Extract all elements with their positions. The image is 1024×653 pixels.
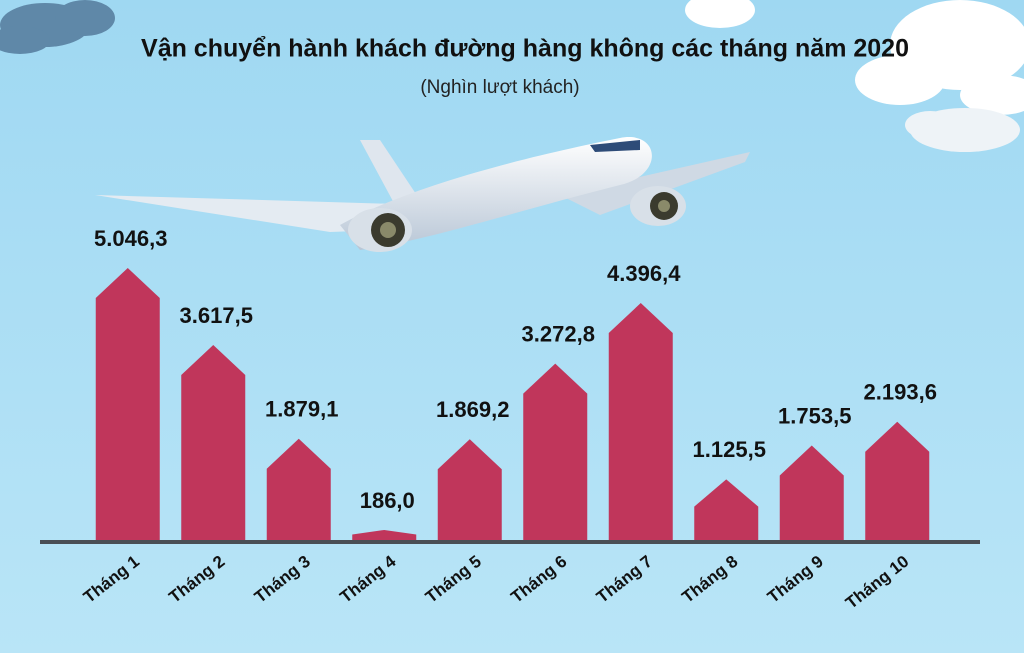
- bar: [608, 303, 673, 540]
- bar: [865, 421, 930, 540]
- bar: [437, 439, 502, 540]
- clouds: [0, 0, 1024, 152]
- value-label: 1.753,5: [778, 403, 851, 428]
- bar: [779, 445, 844, 540]
- bar: [181, 345, 246, 540]
- value-label: 3.272,8: [522, 321, 595, 346]
- value-label: 1.869,2: [436, 397, 509, 422]
- chart-subtitle: (Nghìn lượt khách): [420, 77, 579, 98]
- value-label: 186,0: [360, 488, 415, 513]
- bar: [95, 268, 160, 540]
- bar: [523, 363, 588, 540]
- airplane: [95, 137, 750, 252]
- value-label: 3.617,5: [180, 303, 253, 328]
- value-label: 1.125,5: [693, 437, 766, 462]
- bar: [352, 529, 417, 540]
- bar: [266, 438, 331, 540]
- chart-title: Vận chuyển hành khách đường hàng không c…: [141, 35, 909, 63]
- bar: [694, 479, 759, 540]
- value-label: 2.193,6: [864, 380, 937, 405]
- value-label: 4.396,4: [607, 261, 681, 286]
- value-label: 5.046,3: [94, 226, 167, 251]
- value-label: 1.879,1: [265, 397, 338, 422]
